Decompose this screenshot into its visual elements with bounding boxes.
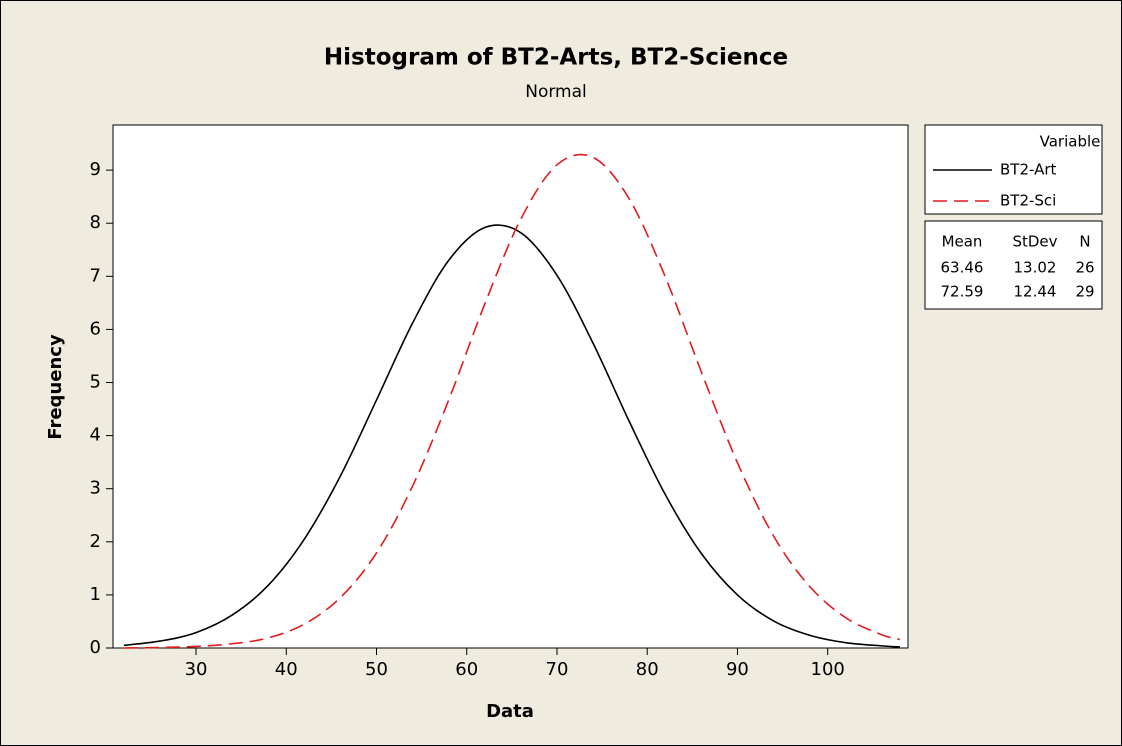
y-tick-label: 2 xyxy=(90,531,101,552)
stats-cell: 72.59 xyxy=(941,283,984,301)
stats-header: StDev xyxy=(1012,233,1057,251)
x-tick-label: 70 xyxy=(546,659,569,680)
x-tick-label: 60 xyxy=(455,659,478,680)
stats-table xyxy=(924,220,1103,310)
legend-label: BT2-Sci xyxy=(1000,192,1056,210)
y-tick-label: 4 xyxy=(90,425,101,446)
x-tick-label: 100 xyxy=(811,659,845,680)
y-tick-label: 0 xyxy=(90,637,101,658)
legend-title: Variable xyxy=(1040,133,1101,151)
y-tick-label: 8 xyxy=(90,212,101,233)
chart-subtitle: Normal xyxy=(525,82,587,102)
stats-header: N xyxy=(1079,233,1090,251)
y-axis-label: Frequency xyxy=(45,334,66,440)
plot-area xyxy=(112,124,909,649)
stats-cell: 13.02 xyxy=(1014,259,1057,277)
x-axis-label: Data xyxy=(486,701,534,722)
x-tick-label: 80 xyxy=(636,659,659,680)
stats-header: Mean xyxy=(942,233,983,251)
y-tick-label: 7 xyxy=(90,265,101,286)
y-tick-label: 1 xyxy=(90,584,101,605)
chart-title: Histogram of BT2-Arts, BT2-Science xyxy=(324,45,788,71)
x-tick-label: 30 xyxy=(185,659,208,680)
stats-cell: 63.46 xyxy=(941,259,984,277)
stats-cell: 29 xyxy=(1075,283,1094,301)
legend-label: BT2-Art xyxy=(1000,161,1057,179)
x-tick-label: 90 xyxy=(726,659,749,680)
x-tick-label: 40 xyxy=(275,659,298,680)
y-tick-label: 3 xyxy=(90,478,101,499)
x-tick-label: 50 xyxy=(365,659,388,680)
stats-cell: 12.44 xyxy=(1014,283,1057,301)
y-tick-label: 5 xyxy=(90,372,101,393)
series-line xyxy=(123,224,900,648)
y-tick-label: 9 xyxy=(90,159,101,180)
y-tick-label: 6 xyxy=(90,318,101,339)
series-line xyxy=(123,153,901,649)
stats-cell: 26 xyxy=(1075,259,1094,277)
